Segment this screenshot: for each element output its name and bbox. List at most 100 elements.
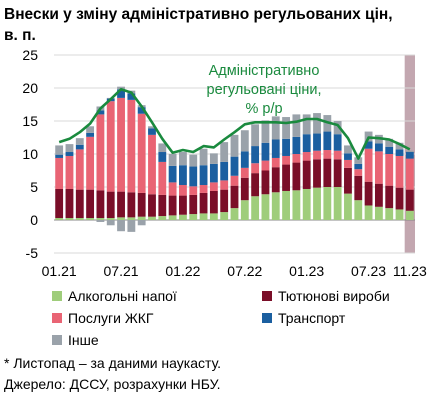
- bar-segment-other: [302, 114, 311, 135]
- bar-segment-alcohol: [313, 187, 321, 220]
- bar-segment-tobacco: [323, 158, 332, 187]
- bar-segment-tobacco: [106, 191, 115, 219]
- bar-segment-tobacco: [344, 167, 352, 194]
- bar-segment-tobacco: [117, 191, 125, 218]
- bar-segment-tobacco: [55, 188, 64, 219]
- bar-segment-utilities: [292, 154, 301, 163]
- footnote-source: Джерело: ДССУ, розрахунки НБУ.: [4, 376, 221, 392]
- bar-segment-utilities: [261, 160, 270, 171]
- bar-segment-utilities: [199, 185, 208, 193]
- bar-segment-transport: [117, 89, 125, 98]
- bar-segment-utilities: [344, 159, 352, 168]
- bar-segment-other: [313, 113, 321, 134]
- bar-segment-utilities: [209, 182, 218, 191]
- legend-label-other: Інше: [68, 332, 99, 348]
- bar-segment-alcohol: [282, 190, 290, 220]
- bar-segment-tobacco: [313, 159, 321, 188]
- bar-segment-transport: [405, 152, 414, 159]
- legend-label-transport: Транспорт: [278, 310, 346, 326]
- x-axis-ticks: 01.21 07.21 01.22 07.22 01.23 07.23 11.23: [42, 263, 427, 279]
- bar-segment-transport: [158, 152, 167, 162]
- bar-segment-other: [220, 142, 229, 162]
- bar-segment-alcohol: [137, 216, 146, 220]
- bar-segment-alcohol: [344, 193, 352, 220]
- bar-segment-utilities: [127, 99, 136, 193]
- bar-segment-utilities: [354, 169, 363, 176]
- bar-segment-utilities: [282, 155, 290, 165]
- bar-segment-utilities: [148, 134, 156, 195]
- bar-segment-other: [385, 138, 394, 147]
- bar-segment-tobacco: [282, 164, 290, 191]
- bar-segment-tobacco: [220, 189, 229, 213]
- bar-segment-other: [333, 121, 342, 135]
- bar-segment-alcohol: [251, 196, 260, 220]
- x-tick-label: 01.21: [42, 263, 77, 279]
- legend-swatch-utilities: [52, 313, 62, 323]
- x-tick-label: 01.23: [289, 263, 324, 279]
- bar-segment-other: [354, 157, 363, 164]
- legend-swatch-alcohol: [52, 291, 62, 301]
- bar-segment-transport: [65, 152, 74, 156]
- bar-segment-alcohol: [395, 209, 404, 220]
- bar-segment-other: [86, 126, 95, 133]
- bar-segment-tobacco: [261, 170, 270, 195]
- bar-segment-tobacco: [395, 187, 404, 210]
- bar-segment-other: [282, 117, 290, 139]
- bar-segment-transport: [271, 139, 280, 158]
- bar-segment-alcohol: [86, 218, 95, 220]
- bar-segment-utilities: [75, 149, 84, 190]
- bar-segment-alcohol: [55, 218, 64, 220]
- bar-segment-transport: [323, 131, 332, 151]
- bar-segment-utilities: [230, 175, 239, 186]
- bar-segment-tobacco: [148, 194, 156, 217]
- bar-segment-tobacco: [292, 162, 301, 191]
- legend-item-tobacco: Тютюнові вироби: [262, 288, 390, 304]
- bar-segment-transport: [168, 165, 177, 183]
- bar-segment-other: [405, 150, 414, 153]
- bar-segment-transport: [240, 151, 249, 168]
- bar-segment-other-negative: [127, 220, 136, 232]
- bar-segment-transport: [75, 144, 84, 150]
- bar-segment-utilities: [179, 185, 187, 196]
- bar-segment-other: [240, 130, 249, 152]
- bar-segment-alcohol: [75, 218, 84, 220]
- bar-segment-alcohol: [261, 194, 270, 220]
- bar-segment-other: [179, 152, 187, 166]
- bar-segment-utilities: [158, 161, 167, 195]
- bar-segment-utilities: [65, 155, 74, 189]
- annotation-line1: Адміністративно: [209, 63, 320, 79]
- bar-segment-transport: [127, 93, 136, 100]
- legend-swatch-other: [52, 335, 62, 345]
- bar-segment-transport: [395, 149, 404, 156]
- bar-segment-tobacco: [86, 189, 95, 219]
- x-tick-label: 07.23: [351, 263, 386, 279]
- bar-segment-tobacco: [96, 190, 105, 219]
- bar-segment-transport: [148, 128, 156, 135]
- bar-segment-tobacco: [230, 185, 239, 209]
- bar-segment-tobacco: [158, 194, 167, 217]
- bar-segment-alcohol: [354, 200, 363, 220]
- bar-segment-transport: [55, 154, 64, 158]
- bar-segment-alcohol: [96, 218, 105, 220]
- bar-segment-transport: [364, 141, 373, 149]
- bar-segment-transport: [261, 142, 270, 161]
- bar-segment-utilities: [86, 136, 95, 190]
- y-axis-ticks: -5 0 5 10 15 20 25: [22, 47, 38, 261]
- bar-segment-utilities: [168, 182, 177, 196]
- x-tick-label: 01.22: [165, 263, 200, 279]
- bar-segment-alcohol: [240, 200, 249, 220]
- bar-segment-alcohol: [385, 208, 394, 220]
- bar-segment-other-negative: [137, 220, 146, 226]
- bar-segment-tobacco: [179, 195, 187, 215]
- bar-segment-other-negative: [106, 220, 115, 226]
- bar-segment-utilities: [405, 158, 414, 190]
- bar-segment-other: [158, 143, 167, 153]
- bar-segment-alcohol: [405, 210, 414, 220]
- bar-segment-utilities: [385, 154, 394, 186]
- bar-segment-tobacco: [137, 192, 146, 217]
- bar-segment-alcohol: [271, 192, 280, 220]
- bar-segment-transport: [333, 134, 342, 151]
- bar-segment-tobacco: [405, 189, 414, 211]
- legend-swatch-transport: [262, 313, 272, 323]
- chart-title-line1: Внески у зміну адміністративно регульова…: [4, 6, 393, 23]
